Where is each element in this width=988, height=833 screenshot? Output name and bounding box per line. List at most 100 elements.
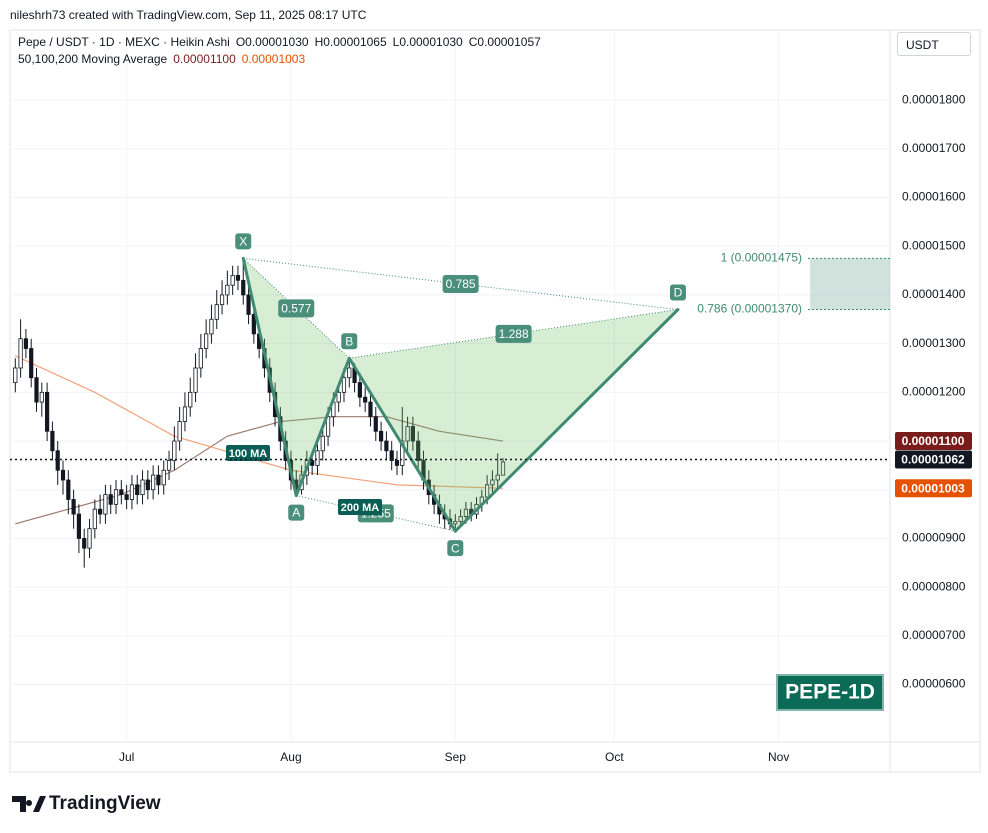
candle-body: [463, 508, 469, 517]
ma-legend: 50,100,200 Moving Average 0.00001100 0.000…: [18, 52, 317, 66]
candle-body: [124, 494, 129, 500]
price-label: 0.00001100: [902, 434, 965, 448]
candle-body: [166, 460, 172, 471]
x-tick-label: Sep: [445, 750, 467, 764]
candle-body: [108, 494, 113, 505]
candle-body: [357, 382, 362, 398]
point-label-box: [341, 333, 358, 350]
price-label-box: [895, 432, 972, 451]
ohlc: O0.00001030 H0.00001065 L0.00001030 C0.0000…: [236, 35, 547, 49]
logo-icon: [12, 796, 46, 812]
ratio-box: [495, 324, 532, 343]
pattern-area: [349, 309, 678, 532]
candle-body: [394, 460, 400, 466]
candle-body: [410, 426, 415, 442]
candle-body: [495, 474, 500, 481]
y-tick-label: 0.00000700: [902, 628, 966, 642]
candle-body: [219, 294, 225, 306]
candle-body: [172, 440, 177, 461]
candle-body: [98, 508, 103, 515]
y-tick-label: 0.00000600: [902, 677, 966, 691]
ma-tag-box: [226, 445, 270, 461]
candle-body: [246, 294, 251, 315]
candle-body: [368, 401, 373, 418]
price-label-box: [895, 479, 972, 498]
point-label-box: [235, 233, 252, 250]
candle-body: [18, 338, 23, 369]
candle-body: [60, 469, 66, 481]
candle-body: [336, 391, 341, 403]
candle-body: [87, 528, 92, 549]
candle-body: [151, 474, 156, 491]
candle-body: [55, 450, 60, 471]
badge: PEPE-1D: [776, 674, 884, 711]
candle-body: [29, 348, 34, 379]
pattern-area: [243, 258, 350, 496]
candle-body: [230, 275, 235, 286]
candle-body: [23, 338, 29, 349]
pattern-leg: [347, 356, 457, 533]
x-tick-label: Oct: [605, 750, 624, 764]
candle-body: [500, 461, 506, 476]
grid: 0.00000600 0.00000700 0.00000800 0.00000900…: [10, 30, 966, 764]
candle-body: [71, 499, 76, 515]
candle-body: [320, 435, 325, 452]
candle-body: [39, 391, 44, 403]
y-tick-label: 0.00001600: [902, 190, 966, 204]
candle-body: [241, 279, 246, 296]
target-zone: [810, 258, 890, 310]
candle-body: [113, 489, 119, 505]
level-label: 1 (0.00001475): [721, 251, 802, 265]
candle-body: [225, 284, 230, 296]
ma-value: 0.00001003: [241, 52, 306, 66]
candle-body: [405, 426, 410, 442]
candle-body: [161, 469, 166, 486]
candle-body: [177, 421, 182, 442]
ratio-box: [442, 274, 479, 293]
pattern-dotted-leg: [243, 257, 679, 311]
candle-body: [378, 430, 384, 442]
x-tick-label: Jul: [119, 750, 134, 764]
point-label: C: [451, 541, 460, 555]
candle-body: [453, 520, 458, 525]
candle-body: [209, 318, 214, 335]
candle-body: [76, 513, 82, 539]
candle-body: [389, 450, 394, 461]
candle-body: [251, 314, 256, 335]
candle-body: [214, 304, 219, 320]
x-tick-label: Aug: [280, 750, 301, 764]
ohlc-value: L0.00001030: [392, 35, 463, 49]
logo-text: TradingView: [49, 793, 161, 814]
candle-body: [129, 484, 135, 500]
candle-body: [485, 484, 490, 498]
point-label: X: [239, 235, 247, 249]
ma-tag: 200 MA: [341, 502, 380, 514]
currency-button[interactable]: USDT: [897, 32, 971, 56]
y-tick-label: 0.00001400: [902, 287, 966, 301]
ohlc-value: C0.00001057: [468, 35, 541, 49]
candle-body: [315, 450, 320, 466]
point-label-box: [288, 504, 305, 521]
y-tick-label: 0.00001800: [902, 92, 966, 106]
candle-body: [45, 391, 50, 432]
ma-values: 0.00001100 0.00001003: [173, 52, 311, 66]
candle-body: [182, 406, 188, 422]
candle-body: [92, 508, 97, 530]
symbol-legend: Pepe / USDT · 1D · MEXC · Heikin Ashi O0.…: [18, 35, 553, 49]
candle-body: [416, 440, 421, 461]
y-tick-label: 0.00001700: [902, 141, 966, 155]
badge-text: PEPE-1D: [785, 681, 875, 704]
candle-body: [363, 396, 368, 403]
candle-body: [119, 489, 124, 496]
ohlc-value: O0.00001030: [235, 35, 309, 49]
pattern-leg: [453, 308, 680, 533]
ma-title: 50,100,200 Moving Average: [18, 52, 168, 66]
y-tick-label: 0.00000900: [902, 531, 966, 545]
plot: [13, 258, 506, 568]
y-tick-label: 0.00001200: [902, 385, 966, 399]
candle-body: [198, 348, 203, 369]
candle-body: [34, 377, 39, 403]
candle-body: [50, 430, 55, 452]
